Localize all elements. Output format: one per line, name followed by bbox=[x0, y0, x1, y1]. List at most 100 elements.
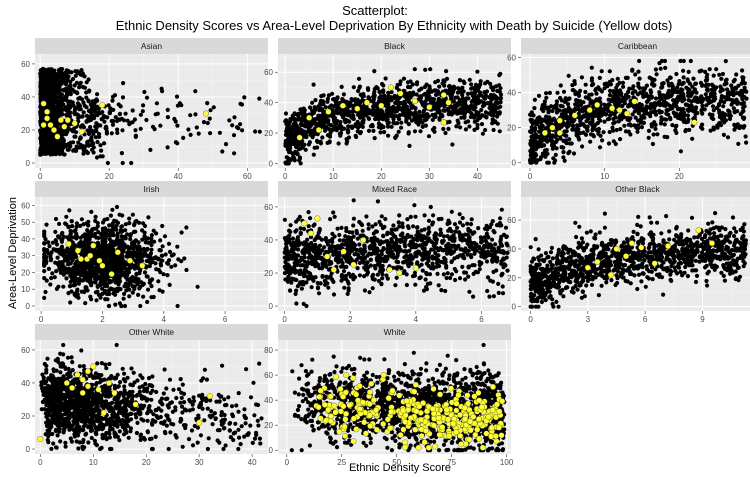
data-point bbox=[588, 139, 593, 144]
data-point bbox=[105, 253, 110, 258]
data-point bbox=[528, 142, 533, 147]
data-point bbox=[674, 123, 679, 128]
data-point bbox=[293, 128, 298, 133]
data-point bbox=[433, 88, 438, 93]
data-point bbox=[597, 75, 602, 80]
data-point bbox=[59, 249, 64, 254]
data-point bbox=[442, 79, 447, 84]
data-point bbox=[127, 287, 132, 292]
data-point bbox=[44, 278, 49, 283]
data-point bbox=[338, 133, 343, 138]
data-point bbox=[184, 267, 189, 273]
data-point bbox=[382, 115, 387, 120]
data-point bbox=[607, 129, 612, 135]
data-point bbox=[146, 287, 151, 292]
data-point bbox=[555, 90, 560, 95]
data-point bbox=[342, 118, 347, 123]
data-point bbox=[684, 85, 689, 90]
data-point bbox=[546, 133, 552, 138]
data-point bbox=[154, 101, 159, 106]
data-point bbox=[42, 83, 47, 88]
data-point bbox=[117, 112, 122, 117]
x-tick-label: 40 bbox=[174, 172, 183, 181]
data-point bbox=[594, 91, 599, 96]
x-tick-label: 20 bbox=[105, 172, 114, 181]
data-point bbox=[703, 83, 708, 89]
data-point bbox=[417, 96, 422, 101]
data-point bbox=[622, 123, 627, 128]
data-point bbox=[687, 81, 693, 86]
facet-strip bbox=[278, 38, 511, 54]
data-point bbox=[488, 92, 494, 98]
data-point bbox=[576, 111, 582, 116]
data-point bbox=[676, 89, 682, 94]
data-point bbox=[125, 252, 130, 257]
suicide-point bbox=[90, 242, 97, 249]
data-point bbox=[102, 272, 107, 277]
data-point bbox=[138, 112, 143, 117]
data-point bbox=[154, 267, 159, 272]
data-point bbox=[687, 127, 692, 132]
data-point bbox=[399, 125, 404, 130]
data-point bbox=[596, 131, 601, 136]
data-point bbox=[694, 99, 700, 104]
data-point bbox=[674, 97, 679, 102]
data-point bbox=[449, 88, 454, 93]
data-point bbox=[579, 116, 584, 121]
data-point bbox=[683, 102, 689, 107]
data-point bbox=[422, 84, 427, 90]
data-point bbox=[407, 143, 412, 148]
data-point bbox=[217, 130, 222, 135]
data-point bbox=[307, 105, 313, 110]
data-point bbox=[536, 93, 542, 98]
data-point bbox=[371, 128, 376, 133]
data-point bbox=[480, 131, 485, 136]
x-tick-label: 6 bbox=[223, 315, 228, 324]
data-point bbox=[664, 111, 669, 116]
data-point bbox=[469, 82, 474, 87]
data-point bbox=[578, 131, 583, 136]
data-point bbox=[89, 209, 94, 214]
data-point bbox=[175, 244, 180, 249]
data-point bbox=[598, 118, 603, 123]
data-point bbox=[592, 114, 597, 119]
data-point bbox=[698, 80, 704, 85]
data-point bbox=[441, 108, 446, 113]
data-point bbox=[567, 149, 572, 154]
data-point bbox=[599, 69, 604, 74]
data-point bbox=[148, 261, 153, 266]
data-point bbox=[706, 95, 712, 100]
data-point bbox=[73, 107, 78, 112]
data-point bbox=[292, 112, 297, 117]
data-point bbox=[346, 109, 351, 114]
y-tick-label: 60 bbox=[21, 60, 30, 69]
data-point bbox=[75, 91, 80, 96]
data-point bbox=[658, 121, 664, 126]
data-point bbox=[536, 117, 541, 122]
data-point bbox=[633, 72, 638, 77]
data-point bbox=[100, 233, 105, 238]
data-point bbox=[310, 100, 315, 105]
data-point bbox=[638, 120, 644, 125]
data-point bbox=[65, 112, 70, 117]
data-point bbox=[717, 102, 722, 107]
data-point bbox=[46, 96, 51, 101]
data-point bbox=[80, 71, 85, 76]
data-point bbox=[631, 84, 636, 89]
suicide-point bbox=[40, 122, 47, 128]
data-point bbox=[600, 138, 605, 143]
data-point bbox=[120, 160, 125, 166]
data-point bbox=[648, 114, 653, 119]
data-point bbox=[529, 119, 534, 124]
data-point bbox=[455, 101, 460, 106]
data-point bbox=[531, 152, 536, 157]
data-point bbox=[421, 108, 426, 113]
data-point bbox=[45, 76, 50, 82]
data-point bbox=[711, 116, 716, 122]
suicide-point bbox=[387, 84, 394, 91]
data-point bbox=[159, 253, 164, 258]
facet-label: Black bbox=[384, 41, 406, 51]
suicide-point bbox=[40, 100, 47, 107]
data-point bbox=[366, 116, 371, 121]
data-point bbox=[691, 76, 696, 81]
